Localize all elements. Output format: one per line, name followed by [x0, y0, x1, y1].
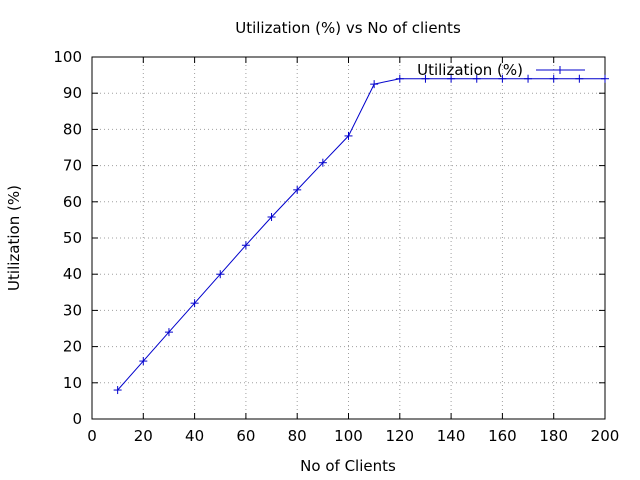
x-tick-label-5: 100 — [334, 427, 363, 445]
data-point-0-9 — [344, 131, 353, 140]
data-point-0-6 — [267, 213, 276, 222]
axis-ticks: 0 20 40 60 80 100 120 140 160 180 200 0 10 20 30 40 50 60… — [53, 48, 619, 445]
y-tick-label-6: 60 — [63, 193, 82, 211]
data-point-0-19 — [601, 74, 609, 83]
x-axis-label: No of Clients — [300, 457, 396, 475]
legend-label: Utilization (%) — [417, 61, 523, 79]
y-tick-label-2: 20 — [63, 338, 82, 356]
x-tick-label-10: 200 — [591, 427, 620, 445]
legend: Utilization (%) — [417, 61, 585, 79]
y-tick-label-1: 10 — [63, 374, 82, 392]
data-point-0-5 — [241, 241, 250, 250]
data-point-0-3 — [190, 299, 199, 308]
data-point-0-2 — [164, 328, 173, 337]
x-tick-label-9: 180 — [539, 427, 568, 445]
x-tick-label-1: 20 — [134, 427, 153, 445]
series-group — [113, 74, 609, 395]
chart-title: Utilization (%) vs No of clients — [235, 19, 461, 37]
y-tick-label-10: 100 — [53, 48, 82, 66]
x-tick-label-4: 80 — [288, 427, 307, 445]
y-tick-label-9: 90 — [63, 84, 82, 102]
data-point-0-11 — [395, 74, 404, 83]
data-point-0-1 — [139, 357, 148, 366]
x-tick-label-7: 140 — [437, 427, 466, 445]
grid-lines — [92, 57, 605, 419]
y-tick-label-7: 70 — [63, 157, 82, 175]
y-tick-label-8: 80 — [63, 120, 82, 138]
data-point-0-10 — [370, 80, 379, 89]
data-point-0-8 — [318, 158, 327, 167]
data-point-0-16 — [524, 74, 533, 83]
series-line-0 — [117, 78, 605, 391]
x-tick-label-8: 160 — [488, 427, 517, 445]
data-point-0-7 — [293, 185, 302, 194]
x-tick-label-3: 60 — [236, 427, 255, 445]
y-tick-label-4: 40 — [63, 265, 82, 283]
x-tick-label-2: 40 — [185, 427, 204, 445]
x-tick-label-0: 0 — [87, 427, 97, 445]
data-point-0-12 — [421, 74, 430, 83]
data-point-0-17 — [549, 74, 558, 83]
data-point-0-13 — [447, 74, 456, 83]
data-point-0-4 — [216, 270, 225, 279]
x-tick-label-6: 120 — [385, 427, 414, 445]
y-tick-label-3: 30 — [63, 301, 82, 319]
data-point-0-15 — [498, 74, 507, 83]
y-tick-label-0: 0 — [72, 410, 82, 428]
y-tick-label-5: 50 — [63, 229, 82, 247]
data-point-0-14 — [472, 74, 481, 83]
data-point-0-0 — [113, 386, 122, 395]
data-point-0-18 — [575, 74, 584, 83]
y-axis-label: Utilization (%) — [5, 185, 23, 291]
